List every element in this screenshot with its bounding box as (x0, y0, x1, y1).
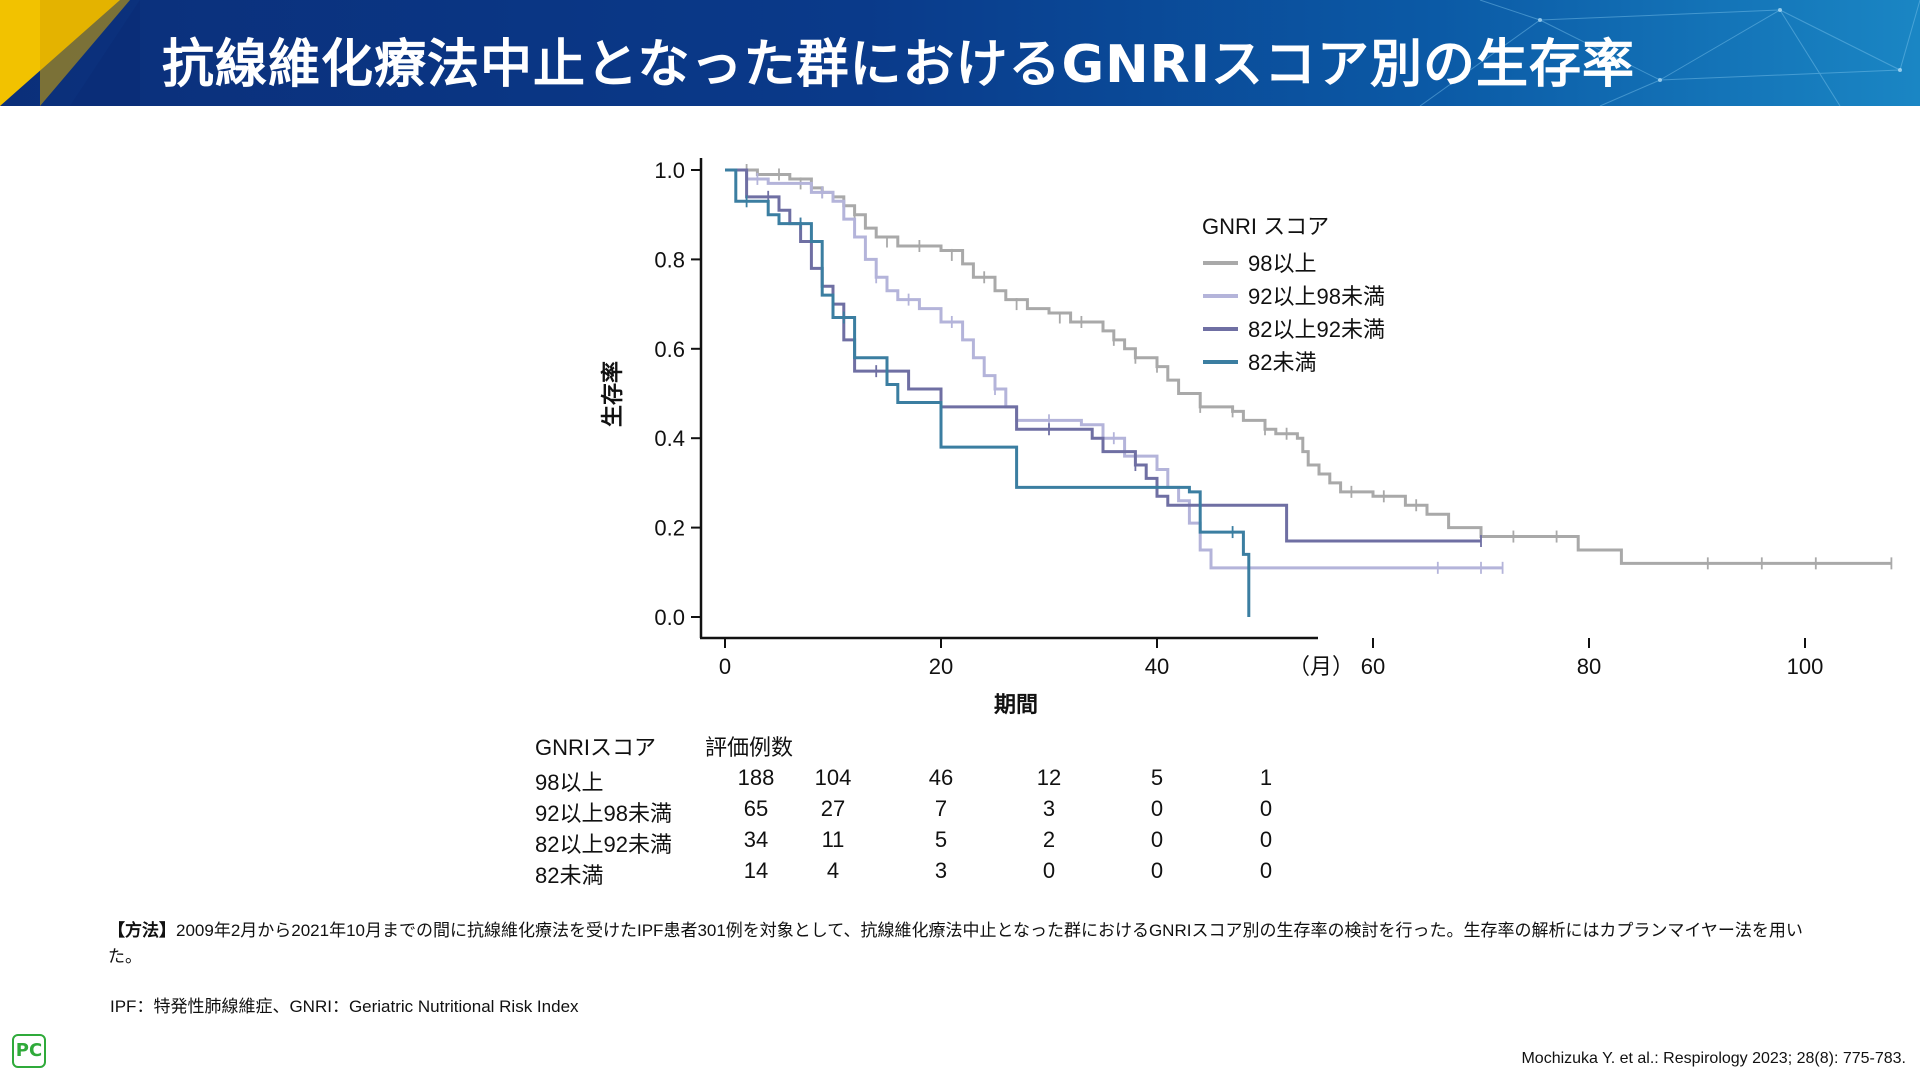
method-label: 【方法】 (108, 921, 176, 940)
x-axis-label: 期間 (994, 692, 1038, 717)
risk-table-row-label: 82以上92未満 (535, 832, 672, 857)
abbreviation-note: IPF：特発性肺線維症、GNRI：Geriatric Nutritional R… (110, 997, 579, 1016)
page-title: 抗線維化療法中止となった群におけるGNRIスコア別の生存率 (162, 35, 1636, 95)
pc-logo-icon: PC (12, 1034, 46, 1068)
x-tick-label: 100 (1787, 654, 1824, 679)
risk-table-row-label: 92以上98未満 (535, 801, 672, 826)
risk-table-cell: 1 (1259, 765, 1273, 790)
risk-table-cell: 188 (737, 765, 775, 790)
y-tick-label: 1.0 (654, 158, 685, 183)
x-tick-label: 60 (1361, 654, 1385, 679)
risk-table-cell: 14 (743, 858, 769, 883)
series-line-4 (725, 168, 1251, 617)
y-tick-label: 0.2 (654, 516, 685, 541)
risk-table-cell: 0 (1259, 827, 1273, 852)
header-accent-blue (70, 0, 140, 106)
header-network-decoration (1419, 0, 1920, 106)
x-tick-label: 0 (719, 654, 731, 679)
legend-title: GNRI スコア (1202, 214, 1329, 239)
risk-table-row-label: 82未満 (535, 863, 604, 888)
x-unit-label: （月） (1288, 654, 1354, 679)
series-line-3 (725, 168, 1481, 543)
citation: Mochizuka Y. et al.: Respirology 2023; 2… (1521, 1050, 1906, 1067)
legend-label: 82以上92未満 (1248, 317, 1385, 342)
risk-table-cell: 12 (1036, 765, 1062, 790)
legend-label: 98以上 (1248, 251, 1316, 276)
risk-table-cell: 2 (1042, 827, 1056, 852)
x-tick-label: 20 (929, 654, 953, 679)
method-text: 2009年2月から2021年10月までの間に抗線維化療法を受けたIPF患者301… (108, 921, 1803, 966)
risk-table-cell: 46 (928, 765, 954, 790)
x-tick-label: 40 (1145, 654, 1169, 679)
risk-table-cell: 3 (1042, 796, 1056, 821)
method-note: 【方法】2009年2月から2021年10月までの間に抗線維化療法を受けたIPF患… (108, 918, 1828, 970)
risk-table-cell: 104 (814, 765, 852, 790)
risk-table-cell: 65 (743, 796, 769, 821)
risk-table-cell: 5 (934, 827, 948, 852)
km-survival-chart: 0.0 0.2 0.4 0.6 0.8 1.0 0 20 40 60 80 100 （月） 期間 生存率 GN… (600, 158, 1893, 717)
risk-table-cell: 0 (1259, 796, 1273, 821)
y-tick-label: 0.0 (654, 605, 685, 630)
risk-table-cell: 0 (1150, 796, 1164, 821)
risk-table-cell: 0 (1150, 827, 1164, 852)
risk-table-cell: 0 (1042, 858, 1056, 883)
risk-table-cell: 0 (1150, 858, 1164, 883)
y-tick-label: 0.8 (654, 247, 685, 272)
risk-table-cell: 3 (934, 858, 948, 883)
risk-table-cell: 5 (1150, 765, 1164, 790)
legend-label: 82未満 (1248, 350, 1316, 375)
header-banner: 抗線維化療法中止となった群におけるGNRIスコア別の生存率 (0, 0, 1920, 106)
y-tick-label: 0.4 (654, 426, 685, 451)
risk-table-cell: 0 (1259, 858, 1273, 883)
risk-table-cell: 4 (826, 858, 840, 883)
risk-table-row-label: 98以上 (535, 770, 604, 795)
x-tick-label: 80 (1577, 654, 1601, 679)
risk-table-cell: 11 (821, 827, 845, 852)
legend-label: 92以上98未満 (1248, 284, 1385, 309)
risk-table-cell: 34 (743, 827, 769, 852)
risk-table-cell: 7 (934, 796, 948, 821)
series-line-2 (725, 168, 1503, 570)
y-axis-label: 生存率 (600, 361, 625, 427)
y-tick-label: 0.6 (654, 337, 685, 362)
risk-table-cell: 27 (820, 796, 846, 821)
